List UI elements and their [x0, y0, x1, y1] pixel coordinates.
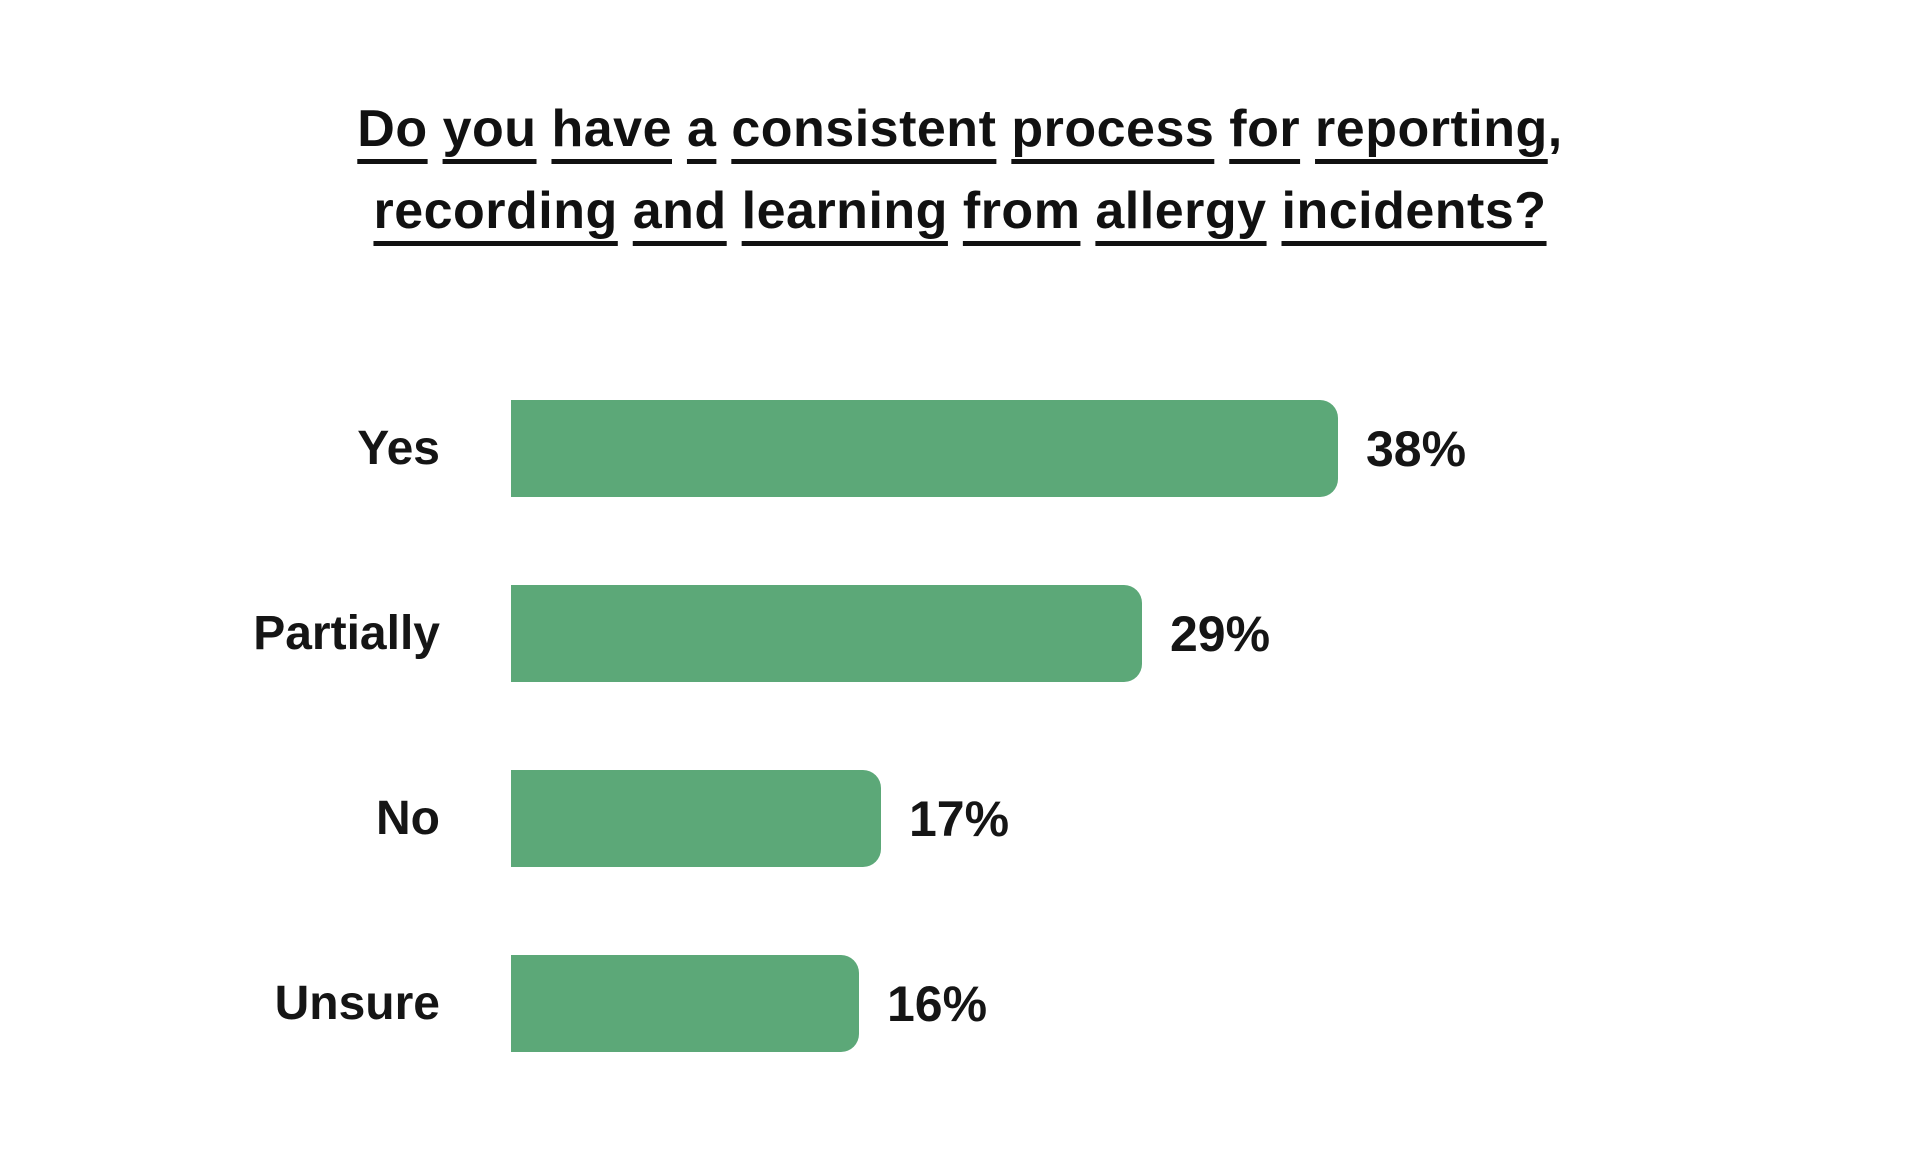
value-label: 16% [887, 975, 988, 1032]
title-word: a [686, 100, 717, 158]
title-line-1-suffix: , [1547, 100, 1563, 158]
category-label: Unsure [274, 977, 440, 1030]
title-word: from [962, 182, 1081, 240]
value-label: 38% [1366, 420, 1467, 477]
title-word: learning [741, 182, 948, 240]
value-label: 29% [1170, 605, 1271, 662]
chart-title: Do you have a consistent process for rep… [0, 0, 1920, 252]
title-word: reporting [1315, 100, 1548, 158]
bar [511, 770, 881, 867]
title-word: recording [373, 182, 618, 240]
title-word: you [442, 100, 537, 158]
title-word: Do [357, 100, 428, 158]
title-word: process [1011, 100, 1215, 158]
title-word: consistent [731, 100, 997, 158]
bar-chart: Yes 38% Partially 29% No 17% Unsure 16% [0, 400, 1920, 1052]
bar [511, 585, 1142, 682]
chart-row: No 17% [0, 770, 1920, 867]
title-line-1-words: Do you have a consistent process for rep… [357, 100, 1547, 158]
title-line-2: recording and learning from allergy inci… [373, 182, 1546, 240]
title-word: and [632, 182, 727, 240]
title-word: for [1229, 100, 1301, 158]
title-line-1: Do you have a consistent process for rep… [357, 100, 1562, 158]
title-line-2-words: recording and learning from allergy inci… [373, 182, 1546, 240]
chart-row: Yes 38% [0, 400, 1920, 497]
category-label: Yes [357, 422, 440, 475]
chart-row: Unsure 16% [0, 955, 1920, 1052]
bar [511, 400, 1338, 497]
title-word: have [551, 100, 672, 158]
chart-row: Partially 29% [0, 585, 1920, 682]
title-word: allergy [1095, 182, 1267, 240]
category-label: No [376, 792, 440, 845]
bar [511, 955, 859, 1052]
category-label: Partially [253, 607, 440, 660]
title-word: incidents? [1281, 182, 1547, 240]
value-label: 17% [909, 790, 1010, 847]
